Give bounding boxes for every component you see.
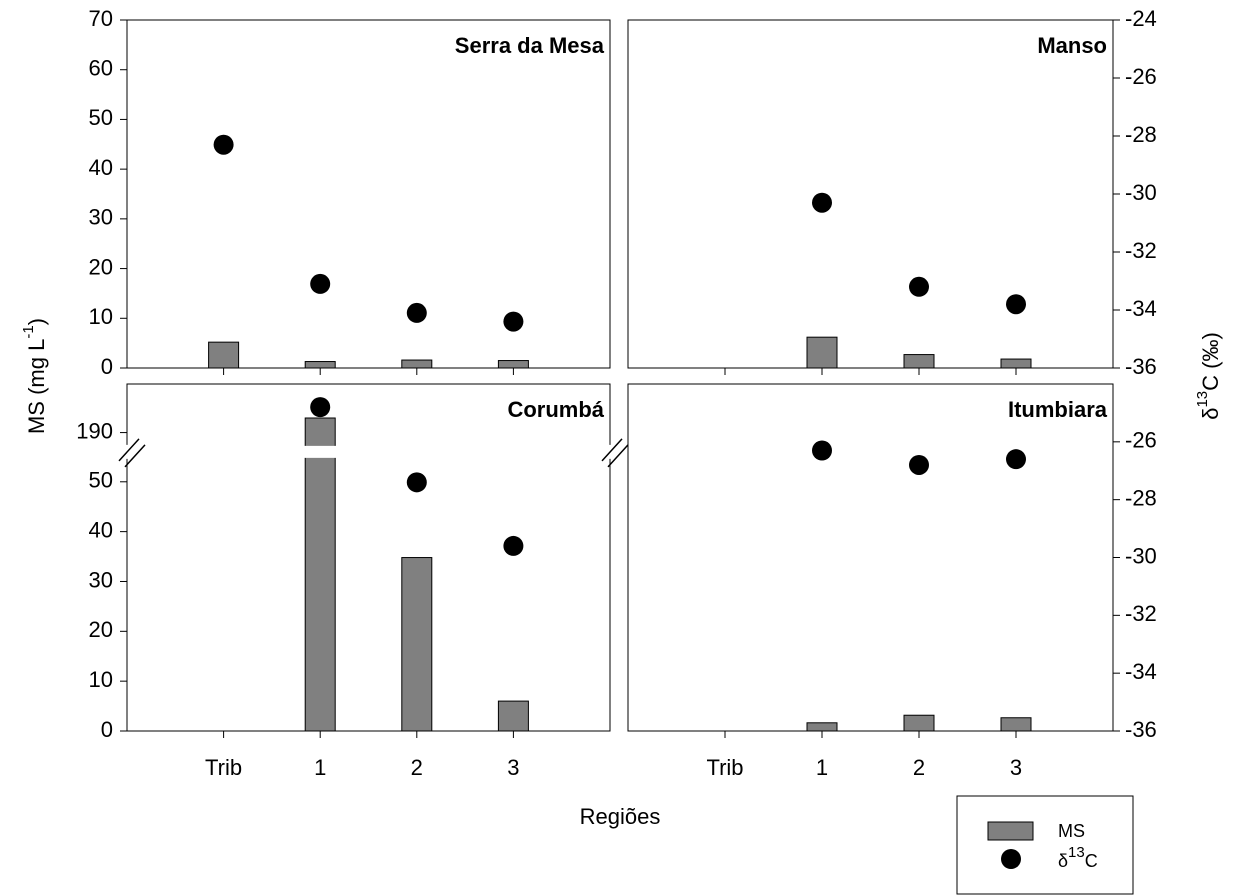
panel-title: Itumbiara [1008, 397, 1108, 422]
panel-frame [627, 383, 1114, 732]
bar [497, 360, 529, 369]
y2-tick-label: -34 [1125, 296, 1157, 321]
bar [208, 341, 240, 369]
axis-break-mark [601, 438, 623, 462]
bar [903, 714, 935, 732]
y2-tick-label: -30 [1125, 543, 1157, 568]
x-axis-label: Regiões [580, 804, 661, 829]
data-point [310, 273, 331, 294]
data-point [503, 535, 524, 556]
data-point [909, 276, 929, 297]
y2-tick-label: -36 [1125, 354, 1157, 379]
data-point [909, 454, 929, 475]
axis-break-mark [118, 438, 140, 462]
y2-tick-label: -28 [1125, 122, 1157, 147]
y2-tick-label: -32 [1125, 238, 1157, 263]
y-tick-label: 40 [89, 155, 113, 180]
x-tick-label: 3 [1010, 755, 1022, 780]
x-tick-label: Trib [205, 755, 242, 780]
panel-frame [627, 19, 1114, 369]
data-point [406, 472, 427, 493]
x-tick-label: 1 [314, 755, 326, 780]
data-point [1006, 294, 1026, 315]
y2-tick-label: -26 [1125, 64, 1157, 89]
y2-tick-label: -26 [1125, 428, 1157, 453]
y-tick-label: 50 [89, 468, 113, 493]
bar [903, 354, 935, 369]
y2-axis-label: δ13C (‰) [1194, 332, 1222, 420]
bar [806, 722, 838, 732]
bar [304, 417, 336, 732]
x-tick-label: 1 [816, 755, 828, 780]
y2-tick-label: -24 [1125, 6, 1157, 31]
legend-box [956, 795, 1134, 895]
panel-title: Serra da Mesa [455, 33, 605, 58]
legend-swatch [987, 821, 1034, 841]
y-tick-label: 50 [89, 105, 113, 130]
bar [806, 336, 838, 369]
axis-break-mark [124, 444, 146, 468]
y-tick-label: 30 [89, 567, 113, 592]
y2-tick-label: -28 [1125, 485, 1157, 510]
y-tick-label: 60 [89, 56, 113, 81]
legend-label: MS [1058, 821, 1085, 841]
y-tick-label: 10 [89, 304, 113, 329]
data-point [310, 397, 331, 418]
panel-frame [126, 19, 611, 369]
data-point [1006, 449, 1026, 470]
data-point [812, 192, 832, 213]
y-tick-label: 70 [89, 6, 113, 31]
y-tick-label: 0 [101, 717, 113, 742]
y-tick-label: 0 [101, 354, 113, 379]
bar [401, 557, 433, 732]
y-axis-label: MS (mg L-1) [20, 318, 48, 434]
bar [1000, 358, 1032, 369]
bar [497, 700, 529, 732]
y-tick-label: 20 [89, 617, 113, 642]
panel-title: Corumbá [507, 397, 604, 422]
y-tick-label: 20 [89, 254, 113, 279]
data-point [812, 440, 832, 461]
data-point [503, 311, 524, 332]
bar [304, 361, 336, 369]
y2-tick-label: -36 [1125, 717, 1157, 742]
x-tick-label: Trib [706, 755, 743, 780]
y2-tick-label: -34 [1125, 659, 1157, 684]
y2-tick-label: -30 [1125, 180, 1157, 205]
panel-frame [126, 383, 611, 732]
y2-tick-label: -32 [1125, 601, 1157, 626]
x-tick-label: 2 [913, 755, 925, 780]
y-tick-label: 190 [76, 418, 113, 443]
y-tick-label: 40 [89, 517, 113, 542]
bar [401, 359, 433, 369]
data-point [213, 134, 234, 155]
x-tick-label: 2 [411, 755, 423, 780]
panel-title: Manso [1037, 33, 1107, 58]
x-tick-label: 3 [507, 755, 519, 780]
bar [1000, 717, 1032, 732]
axis-break-mark [607, 444, 629, 468]
legend-marker [1001, 849, 1021, 869]
data-point [406, 302, 427, 323]
y-tick-label: 10 [89, 667, 113, 692]
y-tick-label: 30 [89, 205, 113, 230]
bar-break [304, 445, 337, 458]
legend-label: δ13C [1058, 844, 1098, 870]
